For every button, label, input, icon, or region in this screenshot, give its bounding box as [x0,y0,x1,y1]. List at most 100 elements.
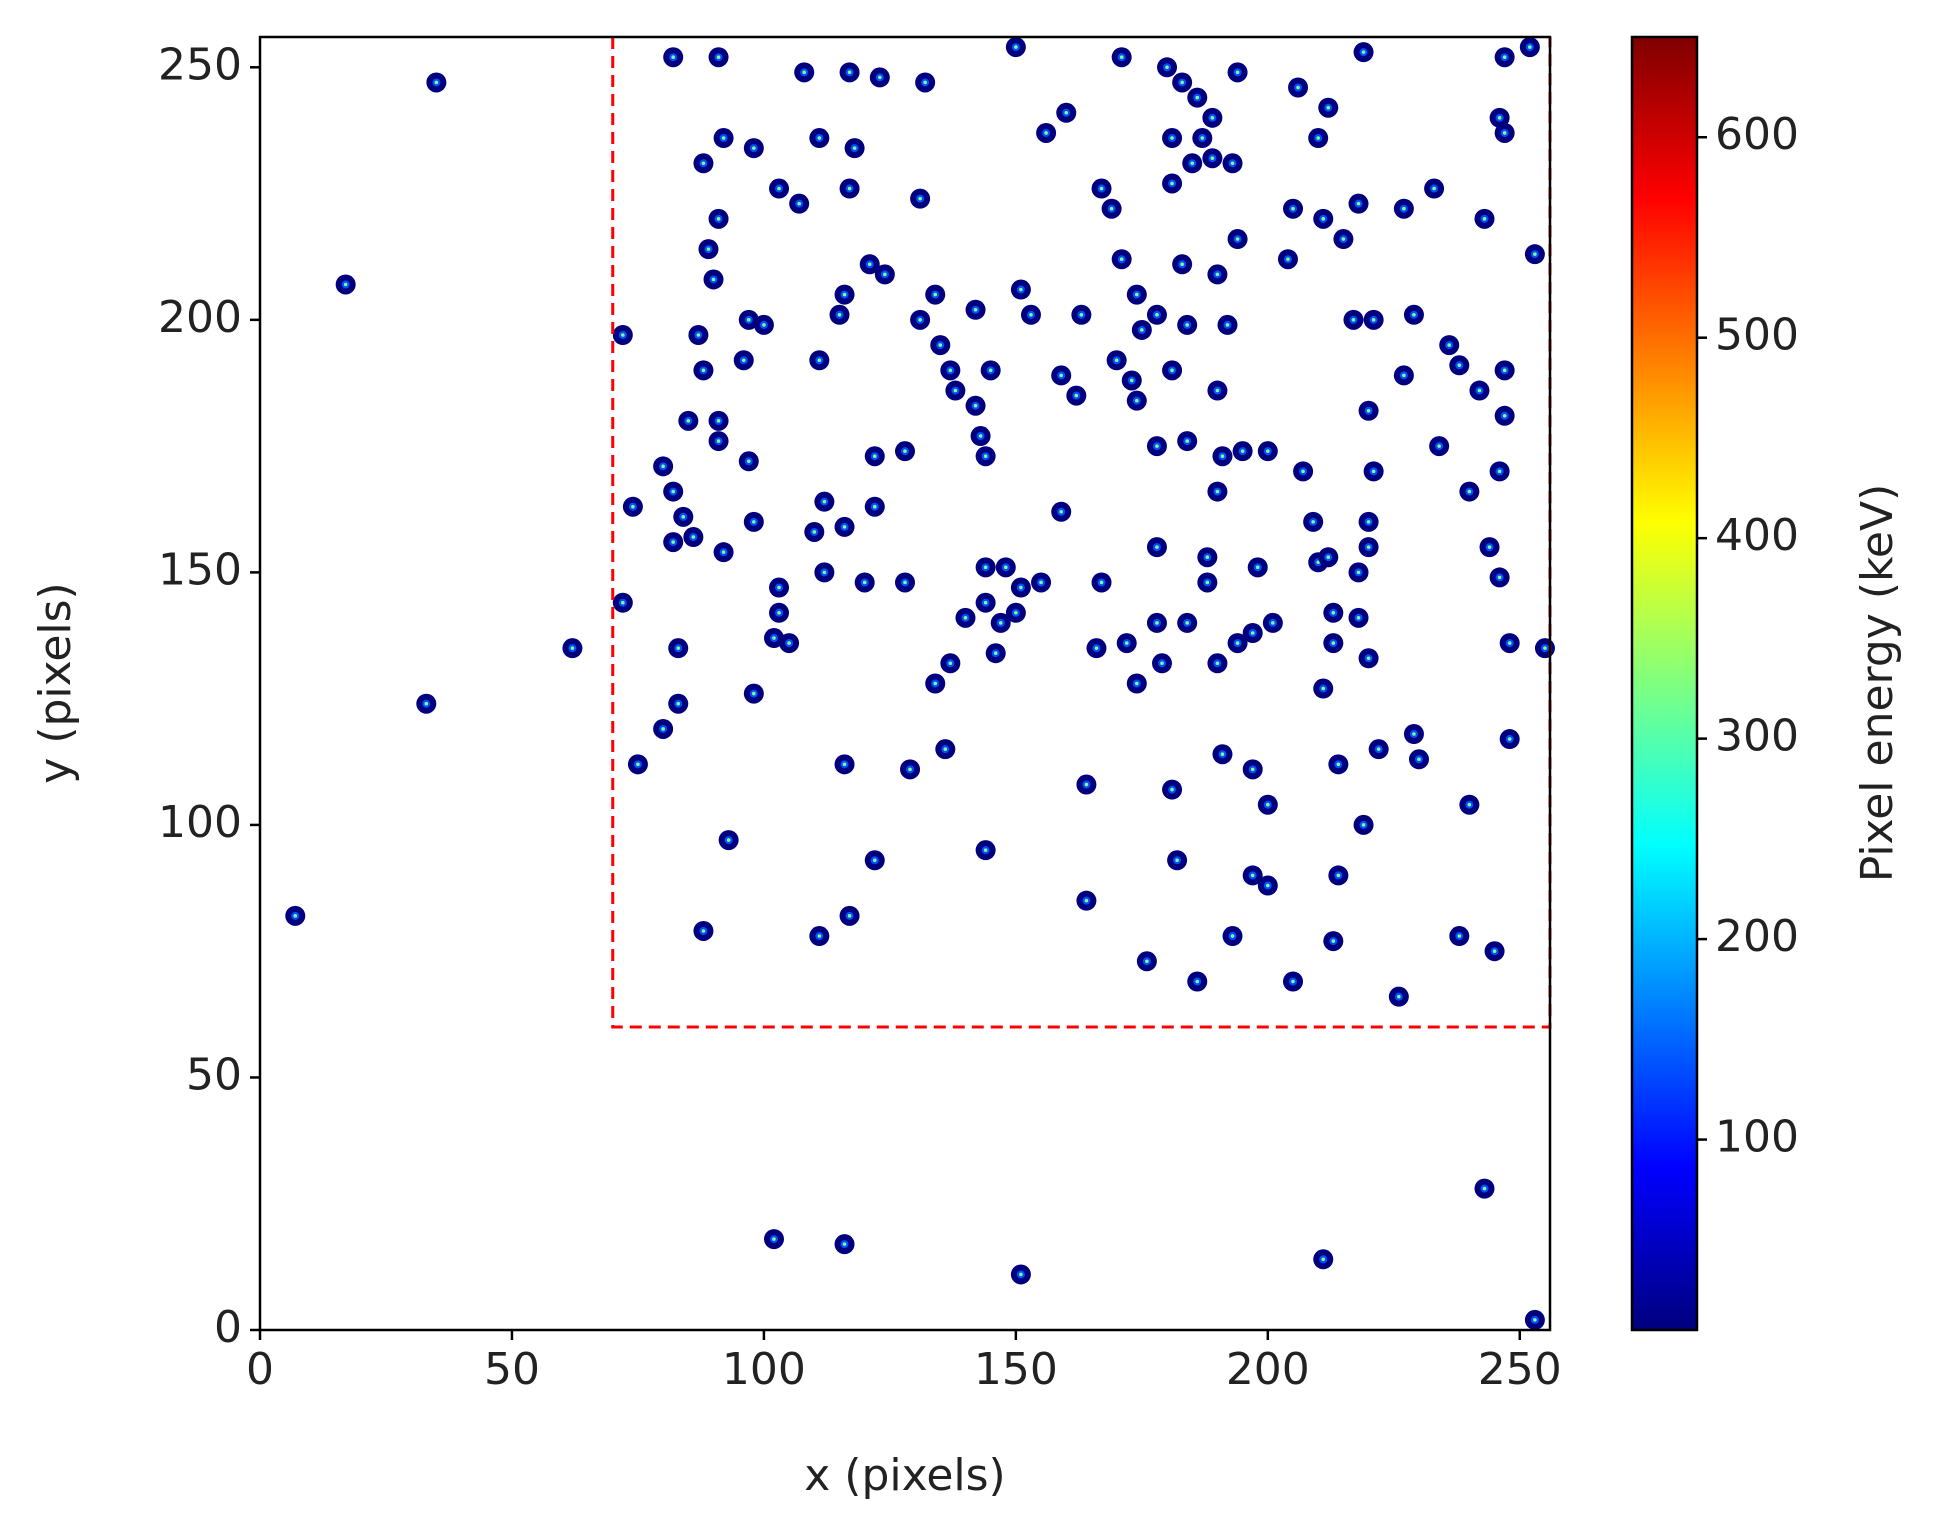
cluster [1393,365,1414,386]
cluster-peak [1134,292,1139,297]
cluster [990,612,1011,633]
cluster [1257,794,1278,815]
cluster-peak [933,292,938,297]
cluster [1474,1178,1495,1199]
cluster [809,128,830,149]
cluster-peak [1366,545,1371,549]
cluster-peak [948,661,953,666]
cluster-peak [1039,580,1043,585]
cluster-peak [1482,1186,1487,1191]
cluster [1146,436,1167,457]
cluster [1353,42,1374,63]
cluster-peak [636,762,640,767]
cluster [864,446,885,467]
cluster-peak [1497,469,1502,474]
cluster [1242,865,1263,886]
cluster-peak [983,454,988,459]
cluster [1459,794,1480,815]
cluster-peak [1235,641,1240,645]
cluster-peak [1371,318,1376,322]
cluster [844,138,865,159]
colorbar-label: Pixel energy (keV) [1852,484,1903,882]
cluster-peak [1497,575,1502,580]
cluster-peak [1311,520,1315,524]
cluster-peak [943,747,948,751]
cluster [1328,865,1349,886]
cluster-peak [661,727,665,731]
cluster-peak [1502,131,1507,135]
cluster-peak [1019,585,1023,590]
cluster-peak [1366,408,1371,413]
cluster [708,431,729,452]
cluster [1494,47,1515,68]
cluster-peak [988,368,993,373]
cluster-peak [1170,136,1174,140]
cluster [945,380,966,401]
cluster-peak [1250,767,1255,772]
cluster [1277,249,1298,270]
cluster [1207,481,1228,502]
cluster [975,840,996,861]
cluster [1131,319,1152,340]
cluster-peak [1341,237,1346,241]
cluster [955,607,976,628]
cluster [1499,633,1520,654]
cluster-peak [1134,398,1139,403]
cluster-peak [998,621,1003,625]
cluster-peak [752,146,756,150]
cluster [738,451,759,472]
cluster [663,47,684,68]
cluster [1086,638,1107,659]
cluster [612,324,633,345]
cluster-peak [1230,934,1235,938]
cluster [1283,971,1304,992]
cluster [1499,729,1520,750]
cluster [1348,562,1369,583]
y-tick-label: 150 [158,544,242,595]
cluster-peak [1079,312,1084,317]
cluster [1318,97,1339,118]
cluster-peak [1301,469,1305,474]
cluster-peak [963,616,968,620]
cluster [693,920,714,941]
cluster-peak [847,914,852,918]
cluster [1363,461,1384,482]
cluster [1126,390,1147,411]
cluster [834,1234,855,1255]
cluster [965,299,986,320]
cluster-peak [1074,393,1079,398]
cluster-peak [746,459,751,464]
cluster [622,496,643,517]
cluster-peak [923,80,927,85]
cluster-peak [852,146,857,150]
cluster [1343,309,1364,330]
cluster [940,360,961,381]
cluster [763,628,784,649]
cluster-peak [862,580,867,585]
cluster-peak [721,136,726,140]
cluster-peak [1497,116,1502,120]
cluster [1524,1309,1545,1330]
cluster [965,395,986,416]
cluster-peak [1543,646,1547,650]
cluster-peak [570,646,575,650]
cluster-peak [1507,641,1512,645]
cluster [1242,622,1263,643]
cluster-peak [621,600,625,605]
colorbar-tick-label: 400 [1715,510,1799,561]
cluster-peak [1356,616,1361,620]
cluster [975,592,996,613]
cluster-peak [1205,580,1210,585]
cluster-peak [1477,388,1482,393]
cluster [995,557,1016,578]
cluster [1162,360,1183,381]
cluster-peak [701,368,706,373]
cluster-peak [777,186,781,191]
cluster [1424,178,1445,199]
cluster-peak [1361,823,1366,827]
cluster-peak [1235,237,1240,241]
cluster [1358,648,1379,669]
cluster [910,188,931,209]
cluster [809,926,830,947]
cluster-peak [1170,368,1174,373]
